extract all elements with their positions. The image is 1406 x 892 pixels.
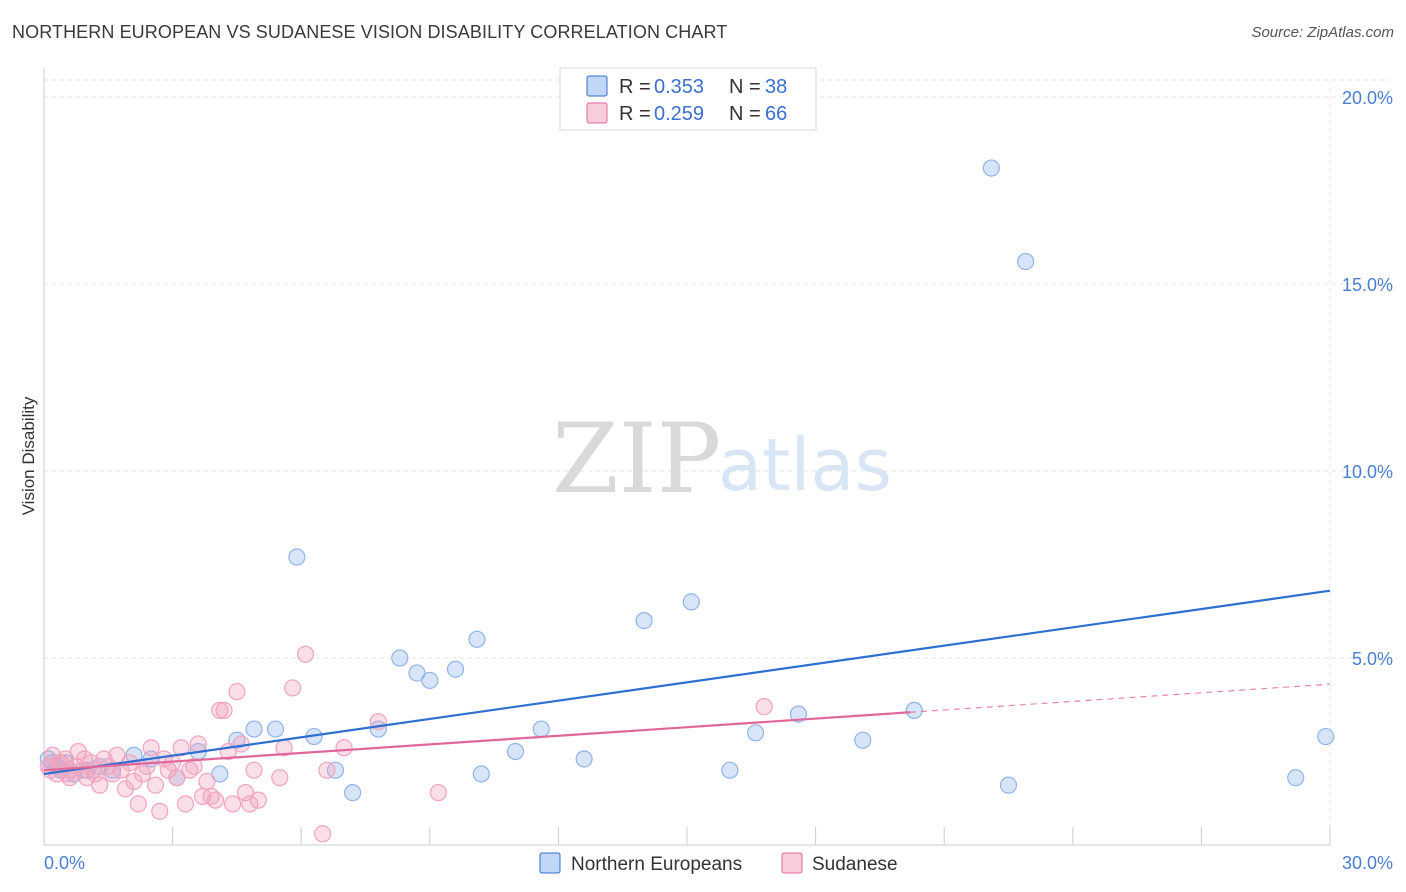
data-points <box>39 159 1335 843</box>
point-northern-europeans-23 <box>408 664 426 682</box>
point-northern-europeans-25 <box>446 660 465 678</box>
watermark-atlas: atlas <box>718 423 892 507</box>
point-sudanese-56 <box>335 739 353 757</box>
legend-r-label-1: R = <box>619 103 656 125</box>
legend-r-value-0: 0.353 <box>654 76 704 98</box>
point-sudanese-58 <box>429 784 447 802</box>
point-sudanese-50 <box>271 769 289 787</box>
bottom-legend: Northern Europeans Sudanese <box>539 852 898 875</box>
legend-swatch-sudanese <box>586 102 608 124</box>
point-sudanese-26 <box>151 802 169 820</box>
bottom-legend-swatch-northern-europeans <box>539 852 561 874</box>
legend-n-value-0: 38 <box>765 76 787 98</box>
axes <box>43 68 1331 846</box>
point-northern-europeans-16 <box>266 720 285 738</box>
point-sudanese-32 <box>176 795 195 813</box>
point-sudanese-12 <box>91 776 109 794</box>
chart-source: Source: ZipAtlas.com <box>1251 24 1394 41</box>
trend-line-sudanese <box>43 711 910 772</box>
point-sudanese-53 <box>296 645 315 663</box>
point-sudanese-49 <box>249 791 267 809</box>
point-sudanese-31 <box>172 739 190 757</box>
bottom-legend-label-sudanese: Sudanese <box>812 854 898 875</box>
point-northern-europeans-22 <box>391 649 409 667</box>
trend-line-extension-sudanese <box>909 683 1331 713</box>
legend: R = 0.353 N = 38 R = 0.259 N = 66 <box>559 67 817 131</box>
point-sudanese-48 <box>245 761 263 779</box>
point-sudanese-46 <box>236 784 255 802</box>
point-sudanese-37 <box>198 772 216 791</box>
point-northern-europeans-20 <box>344 784 362 802</box>
legend-r-label-0: R = <box>619 76 656 98</box>
point-northern-europeans-38 <box>982 159 1000 177</box>
point-northern-europeans-40 <box>1017 252 1035 271</box>
point-northern-europeans-36 <box>854 731 872 749</box>
legend-n-value-1: 66 <box>765 103 787 125</box>
point-northern-europeans-42 <box>1317 727 1335 746</box>
point-sudanese-40 <box>211 701 229 719</box>
point-sudanese-21 <box>129 795 147 813</box>
point-sudanese-41 <box>215 701 233 719</box>
point-northern-europeans-41 <box>1287 769 1305 787</box>
legend-r-value-1: 0.259 <box>654 103 704 125</box>
legend-n-label-1: N = <box>729 103 766 125</box>
point-northern-europeans-28 <box>506 742 525 761</box>
point-northern-europeans-35 <box>789 705 808 723</box>
legend-swatch-northern-europeans <box>586 75 608 97</box>
point-northern-europeans-32 <box>682 593 700 611</box>
point-northern-europeans-34 <box>746 724 765 742</box>
point-northern-europeans-17 <box>288 548 306 566</box>
point-sudanese-47 <box>241 795 259 813</box>
bottom-legend-swatch-sudanese <box>781 852 803 874</box>
point-sudanese-54 <box>314 825 332 843</box>
point-northern-europeans-30 <box>575 750 593 768</box>
y-tick-label-3: 20.0% <box>1342 88 1393 108</box>
y-axis-label: Vision Disability <box>19 396 38 515</box>
trend-line-northern-europeans <box>43 589 1331 776</box>
watermark: ZIP atlas <box>552 403 892 515</box>
y-tick-label-2: 15.0% <box>1342 275 1393 295</box>
point-sudanese-55 <box>318 761 336 779</box>
point-northern-europeans-26 <box>472 765 490 783</box>
point-sudanese-43 <box>224 795 242 813</box>
point-northern-europeans-33 <box>721 761 739 779</box>
point-sudanese-30 <box>168 769 186 787</box>
y-tick-label-1: 10.0% <box>1342 462 1393 482</box>
point-sudanese-59 <box>755 698 773 716</box>
point-sudanese-65 <box>84 761 102 779</box>
x-tick-label-1: 30.0% <box>1342 853 1393 873</box>
point-northern-europeans-29 <box>532 720 550 738</box>
point-northern-europeans-13 <box>211 765 229 783</box>
point-northern-europeans-39 <box>999 776 1018 794</box>
point-northern-europeans-37 <box>905 701 923 719</box>
point-sudanese-44 <box>228 683 246 701</box>
point-northern-europeans-24 <box>421 671 439 690</box>
point-sudanese-39 <box>206 791 225 809</box>
legend-n-label-0: N = <box>729 76 766 98</box>
watermark-zip: ZIP <box>552 403 721 515</box>
point-sudanese-52 <box>284 679 302 697</box>
bottom-legend-label-northern-europeans: Northern Europeans <box>571 854 742 875</box>
tick-labels: 5.0% 10.0% 15.0% 20.0% 0.0% 30.0% <box>44 88 1393 873</box>
point-northern-europeans-27 <box>468 630 486 648</box>
point-northern-europeans-15 <box>245 720 263 738</box>
point-northern-europeans-31 <box>635 611 653 630</box>
point-sudanese-34 <box>185 757 203 776</box>
x-tick-label-0: 0.0% <box>44 853 85 873</box>
chart-title: NORTHERN EUROPEAN VS SUDANESE VISION DIS… <box>12 22 728 42</box>
y-tick-label-0: 5.0% <box>1352 649 1393 669</box>
trend-lines <box>43 589 1331 776</box>
point-sudanese-25 <box>146 776 165 794</box>
point-sudanese-35 <box>189 735 207 753</box>
point-sudanese-24 <box>142 739 160 757</box>
